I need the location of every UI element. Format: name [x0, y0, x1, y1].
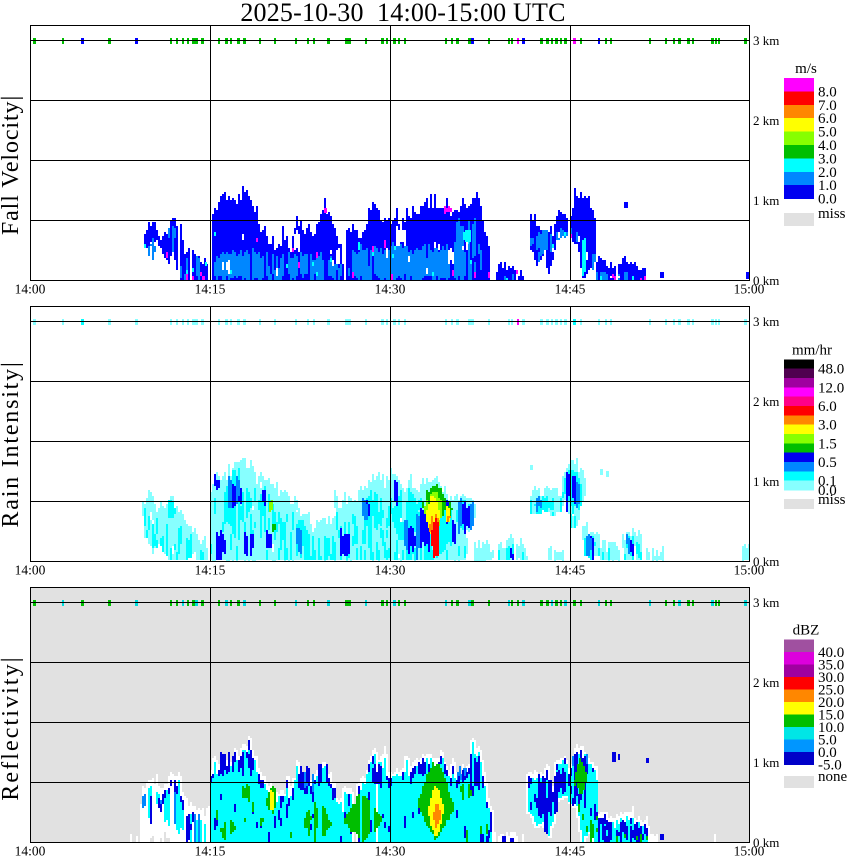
svg-text:14:15: 14:15: [195, 282, 226, 297]
svg-text:15:00: 15:00: [734, 844, 765, 859]
svg-text:14:45: 14:45: [555, 563, 586, 578]
svg-text:1 km: 1 km: [753, 193, 779, 208]
svg-text:7.0: 7.0: [818, 98, 837, 114]
svg-text:4.0: 4.0: [818, 138, 837, 154]
svg-text:dBZ: dBZ: [793, 623, 820, 639]
svg-text:14:45: 14:45: [555, 844, 586, 859]
svg-text:10.0: 10.0: [818, 720, 844, 736]
svg-text:0.0: 0.0: [818, 483, 837, 499]
svg-text:0.0: 0.0: [818, 745, 837, 761]
svg-text:14:15: 14:15: [195, 844, 226, 859]
svg-text:m/s: m/s: [795, 61, 817, 77]
svg-text:2025-10-30 14:00-15:00 UTC: 2025-10-30 14:00-15:00 UTC: [240, 0, 565, 27]
svg-text:14:30: 14:30: [375, 563, 406, 578]
svg-text:0 km: 0 km: [753, 835, 779, 850]
svg-text:6.0: 6.0: [818, 111, 837, 127]
svg-text:15:00: 15:00: [734, 282, 765, 297]
svg-text:1.5: 1.5: [818, 436, 837, 452]
svg-text:mm/hr: mm/hr: [792, 342, 832, 358]
svg-text:30.0: 30.0: [818, 670, 844, 686]
svg-text:1.0: 1.0: [818, 178, 837, 194]
svg-text:miss: miss: [818, 206, 846, 222]
svg-text:20.0: 20.0: [818, 695, 844, 711]
svg-text:0.5: 0.5: [818, 455, 837, 471]
svg-text:1 km: 1 km: [753, 755, 779, 770]
svg-text:1 km: 1 km: [753, 474, 779, 489]
svg-text:35.0: 35.0: [818, 658, 844, 674]
svg-text:3.0: 3.0: [818, 418, 837, 434]
svg-text:2 km: 2 km: [753, 113, 779, 128]
svg-text:none: none: [818, 769, 848, 785]
svg-text:14:00: 14:00: [15, 282, 46, 297]
svg-text:3 km: 3 km: [753, 595, 779, 610]
svg-text:14:15: 14:15: [195, 563, 226, 578]
svg-text:0.1: 0.1: [818, 474, 837, 490]
svg-text:3.0: 3.0: [818, 151, 837, 167]
svg-text:2.0: 2.0: [818, 165, 837, 181]
svg-text:8.0: 8.0: [818, 84, 837, 100]
svg-text:14:30: 14:30: [375, 844, 406, 859]
svg-text:40.0: 40.0: [818, 645, 844, 661]
svg-text:3 km: 3 km: [753, 314, 779, 329]
svg-text:12.0: 12.0: [818, 380, 844, 396]
svg-text:5.0: 5.0: [818, 125, 837, 141]
svg-text:Fall Velocity|: Fall Velocity|: [0, 95, 24, 235]
svg-text:Rain Intensity|: Rain Intensity|: [0, 360, 24, 527]
svg-text:14:00: 14:00: [15, 844, 46, 859]
svg-text:15.0: 15.0: [818, 707, 844, 723]
svg-text:0 km: 0 km: [753, 273, 779, 288]
svg-text:14:00: 14:00: [15, 563, 46, 578]
svg-text:2 km: 2 km: [753, 394, 779, 409]
svg-text:14:45: 14:45: [555, 282, 586, 297]
svg-text:48.0: 48.0: [818, 362, 844, 378]
svg-text:0.0: 0.0: [818, 192, 837, 208]
svg-text:Reflectivity|: Reflectivity|: [0, 655, 24, 800]
svg-text:-5.0: -5.0: [818, 757, 842, 773]
svg-text:15:00: 15:00: [734, 563, 765, 578]
svg-text:2 km: 2 km: [753, 675, 779, 690]
svg-text:6.0: 6.0: [818, 399, 837, 415]
svg-text:5.0: 5.0: [818, 732, 837, 748]
svg-text:14:30: 14:30: [375, 282, 406, 297]
svg-text:25.0: 25.0: [818, 682, 844, 698]
svg-text:3 km: 3 km: [753, 33, 779, 48]
svg-text:miss: miss: [818, 492, 846, 508]
svg-text:0 km: 0 km: [753, 554, 779, 569]
